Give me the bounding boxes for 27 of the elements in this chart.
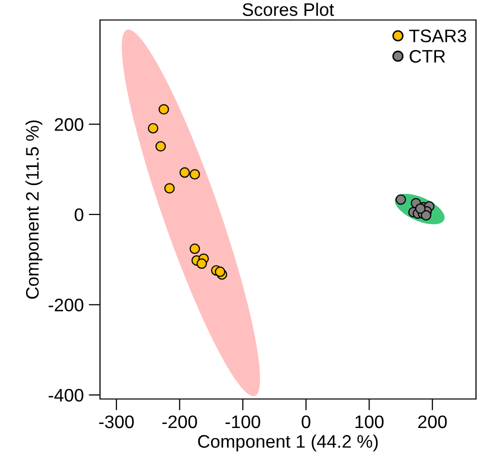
y-tick-label: 0 [74,208,84,222]
point [396,194,406,205]
point [196,258,207,269]
point [214,266,226,277]
point [164,183,175,194]
point [190,244,200,254]
x-tick-label: -200 [162,415,197,428]
point [415,203,426,214]
point [158,104,170,115]
point [420,210,432,221]
y-axis-title: Component 2 (11.5 %) [26,120,42,299]
x-axis-title: Component 1 (44.2 %) [198,434,378,452]
legend-label: CTR [410,50,446,63]
legend-label: TSAR3 [409,30,466,42]
x-tick-label: 100 [356,415,384,428]
point [179,167,190,178]
x-tick-label: 0 [302,415,310,428]
x-tick-label: -300 [99,415,134,428]
x-tick-label: -100 [226,415,260,428]
point [148,123,158,134]
point [155,141,166,152]
x-tick-label: 200 [418,415,447,428]
chart-title: Scores Plot [242,2,334,16]
y-tick-label: -400 [48,388,84,402]
y-tick-label: 200 [54,118,84,131]
y-tick-label: -200 [48,298,84,312]
point [190,169,200,180]
